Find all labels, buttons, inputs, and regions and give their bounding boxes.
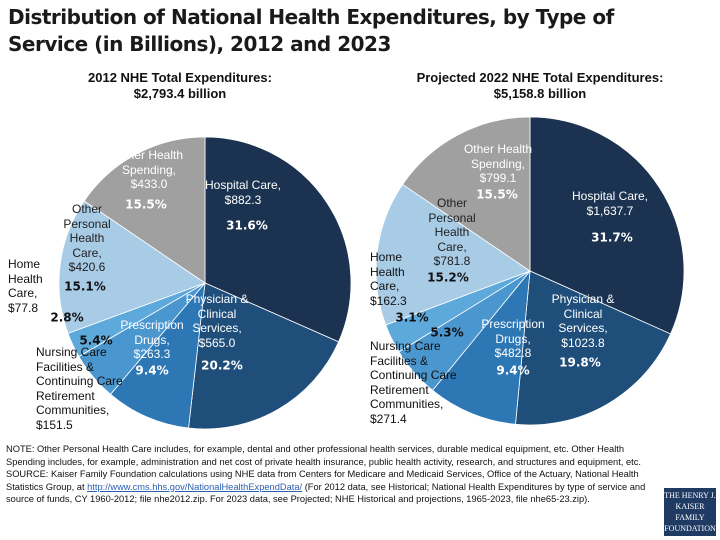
category-label: Nursing Care Facilities & Continuing Car… bbox=[36, 345, 123, 417]
logo-line: FOUNDATION bbox=[664, 524, 716, 533]
source-text: SOURCE: Kaiser Family Foundation calcula… bbox=[6, 469, 639, 492]
percent-label: 5.4% bbox=[79, 334, 112, 348]
pie-slice bbox=[58, 200, 206, 334]
percent-label: 9.4% bbox=[135, 364, 168, 378]
amount-label: $482.8 bbox=[494, 346, 532, 360]
logo-line: KAISER bbox=[675, 502, 705, 511]
category-label: Hospital Care, bbox=[204, 178, 282, 192]
amount-label: $1023.8 bbox=[561, 335, 605, 350]
slice-label: Nursing Care Facilities & Continuing Car… bbox=[370, 339, 465, 426]
amount-label: $781.8 bbox=[433, 254, 471, 268]
pie-slice bbox=[432, 269, 531, 425]
category-label: Nursing Care Facilities & Continuing Car… bbox=[370, 339, 457, 411]
amount-label: $433.0 bbox=[130, 177, 168, 191]
category-label: Home Health Care, bbox=[8, 257, 43, 300]
pie-title: 2012 NHE Total Expenditures: $2,793.4 bil… bbox=[20, 70, 340, 102]
amount-label: $882.3 bbox=[224, 192, 262, 207]
amount-label: $1,637.7 bbox=[586, 203, 634, 218]
percent-label: 9.4% bbox=[496, 364, 529, 378]
amount-label: $420.6 bbox=[68, 260, 106, 274]
amount-label: $799.1 bbox=[479, 171, 517, 185]
page-title: Distribution of National Health Expendit… bbox=[8, 5, 614, 56]
category-label: Prescription Drugs, bbox=[481, 317, 545, 346]
logo: THE HENRY J. KAISER FAMILY FOUNDATION bbox=[664, 488, 716, 536]
logo-line: THE HENRY J. bbox=[664, 491, 716, 500]
slice-label: Other Personal Health Care, $420.6 bbox=[57, 202, 117, 275]
category-label: Prescription Drugs, bbox=[120, 318, 184, 347]
footnotes: NOTE: Other Personal Health Care include… bbox=[6, 443, 656, 506]
pie-slice bbox=[515, 270, 672, 426]
slice-label: Home Health Care, $77.8 bbox=[8, 257, 48, 315]
pie-slice bbox=[188, 282, 340, 430]
pie-subtitle: $2,793.4 billion bbox=[133, 86, 227, 101]
category-label: Other Personal Health Care, bbox=[63, 202, 111, 260]
slice-label: Other Personal Health Care, $781.8 bbox=[422, 196, 482, 269]
pie-title: Projected 2022 NHE Total Expenditures: $5… bbox=[380, 70, 700, 102]
percent-label: 2.8% bbox=[50, 311, 83, 325]
percent-label: 20.2% bbox=[201, 359, 243, 373]
note: NOTE: Other Personal Health Care include… bbox=[6, 444, 641, 467]
pie-subtitle: $5,158.8 billion bbox=[493, 86, 587, 101]
source-text: (For 2012 data, see Historical; National… bbox=[6, 481, 646, 505]
percent-label: 31.7% bbox=[591, 231, 633, 245]
percent-label: 5.3% bbox=[430, 326, 463, 340]
pie-slice bbox=[83, 136, 206, 284]
category-label: Other Health Spending, bbox=[114, 148, 184, 177]
slice-label: Prescription Drugs, $482.8 bbox=[473, 317, 553, 361]
category-label: Other Health Spending, bbox=[463, 142, 533, 171]
slice-label: Prescription Drugs, $263.3 bbox=[112, 318, 192, 362]
category-label: Physician & Clinical Services, bbox=[185, 292, 249, 335]
slice-label: Hospital Care, $1,637.7 bbox=[563, 189, 658, 218]
percent-label: 3.1% bbox=[395, 311, 428, 325]
amount-label: $77.8 bbox=[8, 300, 39, 315]
amount-label: $565.0 bbox=[198, 335, 236, 350]
pie-slice bbox=[204, 136, 352, 343]
pie-title-line: 2012 NHE Total Expenditures: bbox=[88, 70, 272, 85]
percent-label: 15.5% bbox=[476, 188, 518, 202]
category-label: Home Health Care, bbox=[370, 250, 405, 293]
slice-label: Other Health Spending, $433.0 bbox=[107, 148, 192, 192]
pie-slice bbox=[375, 183, 531, 326]
pie-slice bbox=[109, 281, 206, 429]
amount-label: $263.3 bbox=[133, 347, 171, 361]
slice-label: Hospital Care, $882.3 bbox=[196, 178, 291, 207]
slice-label: Physician & Clinical Services, $1023.8 bbox=[548, 292, 618, 350]
slice-label: Home Health Care, $162.3 bbox=[370, 250, 410, 308]
category-label: Other Personal Health Care, bbox=[428, 196, 476, 254]
percent-label: 31.6% bbox=[226, 219, 268, 233]
percent-label: 19.8% bbox=[559, 356, 601, 370]
category-label: Hospital Care, bbox=[571, 189, 649, 203]
pie-slice bbox=[529, 116, 685, 335]
percent-label: 15.5% bbox=[125, 198, 167, 212]
percent-label: 15.2% bbox=[427, 271, 469, 285]
slice-label: Other Health Spending, $799.1 bbox=[456, 142, 541, 186]
source-link[interactable]: http://www.cms.hhs.gov/NationalHealthExp… bbox=[87, 481, 303, 492]
slice-label: Physician & Clinical Services, $565.0 bbox=[182, 292, 252, 350]
percent-label: 15.1% bbox=[64, 280, 106, 294]
amount-label: $151.5 bbox=[36, 417, 73, 432]
source: SOURCE: Kaiser Family Foundation calcula… bbox=[6, 468, 656, 506]
pie-slice bbox=[402, 116, 531, 272]
slice-label: Nursing Care Facilities & Continuing Car… bbox=[36, 345, 131, 432]
category-label: Physician & Clinical Services, bbox=[551, 292, 615, 335]
amount-label: $271.4 bbox=[370, 411, 407, 426]
pie-title-line: Projected 2022 NHE Total Expenditures: bbox=[416, 70, 664, 85]
logo-line: FAMILY bbox=[675, 513, 705, 522]
amount-label: $162.3 bbox=[370, 293, 407, 308]
